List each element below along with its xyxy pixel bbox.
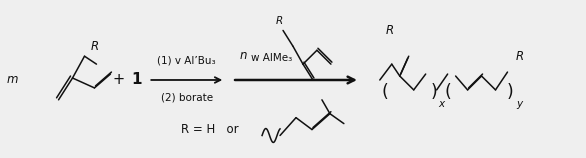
- Text: (1) v Al’Bu₃: (1) v Al’Bu₃: [158, 55, 216, 65]
- Text: R = H   or: R = H or: [182, 123, 239, 136]
- Text: R: R: [386, 24, 394, 37]
- Text: (2) borate: (2) borate: [161, 93, 213, 103]
- Text: (: (: [444, 83, 451, 101]
- Text: y: y: [516, 99, 523, 109]
- Text: ): ): [506, 83, 513, 101]
- Text: R: R: [90, 40, 98, 53]
- Text: ): ): [430, 83, 437, 101]
- Text: R: R: [516, 50, 523, 63]
- Text: x: x: [438, 99, 445, 109]
- Text: +: +: [113, 73, 124, 88]
- Text: m: m: [7, 73, 18, 86]
- Text: (: (: [381, 83, 388, 101]
- Text: w AlMe₃: w AlMe₃: [251, 53, 292, 63]
- Text: R: R: [275, 15, 282, 26]
- Text: n: n: [239, 49, 247, 62]
- Text: 1: 1: [131, 73, 142, 88]
